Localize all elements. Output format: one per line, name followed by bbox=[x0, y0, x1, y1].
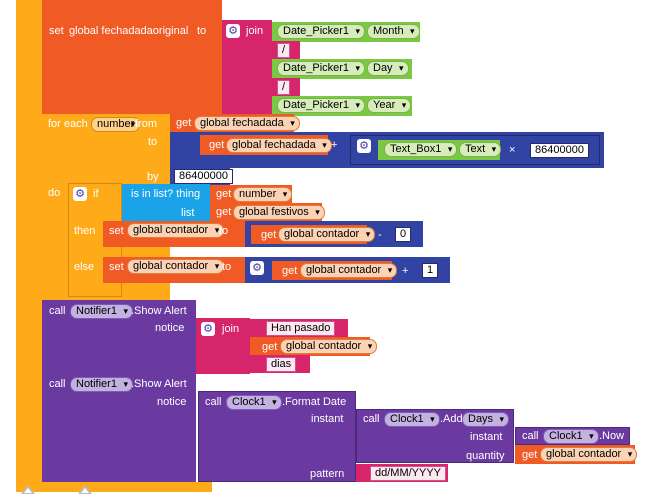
set-keyword: set bbox=[109, 225, 124, 237]
variable-dropdown[interactable]: number bbox=[233, 187, 293, 202]
else-keyword: else bbox=[74, 261, 95, 273]
variable-dropdown[interactable]: global contador bbox=[127, 223, 225, 238]
gear-icon[interactable]: ⚙ bbox=[250, 261, 264, 275]
method-name: .Show Alert bbox=[131, 305, 187, 317]
gear-icon[interactable]: ⚙ bbox=[226, 24, 240, 38]
loop-variable-field[interactable]: number bbox=[91, 117, 141, 132]
number-field[interactable]: 1 bbox=[422, 263, 439, 278]
variable-dropdown[interactable]: global fechadada bbox=[226, 138, 332, 153]
component-dropdown[interactable]: Date_Picker1 bbox=[277, 98, 366, 113]
component-dropdown[interactable]: Clock1 bbox=[384, 412, 440, 427]
collapse-marker-icon[interactable] bbox=[21, 485, 35, 494]
component-dropdown[interactable]: Clock1 bbox=[226, 395, 282, 410]
number-field[interactable]: 0 bbox=[395, 227, 412, 242]
notifier-show-alert-block-2[interactable] bbox=[42, 374, 196, 482]
notice-keyword: notice bbox=[157, 396, 187, 408]
plus-operator: + bbox=[402, 265, 409, 277]
variable-dropdown[interactable]: global contador bbox=[278, 227, 376, 242]
join-keyword: join bbox=[246, 25, 264, 37]
by-keyword: by bbox=[147, 171, 159, 183]
variable-dropdown[interactable]: global contador bbox=[127, 259, 225, 274]
property-dropdown[interactable]: Text bbox=[459, 142, 502, 157]
outer-procedure-frame[interactable] bbox=[16, 0, 42, 492]
instant-keyword: instant bbox=[311, 413, 344, 425]
from-keyword: from bbox=[135, 118, 157, 130]
component-dropdown[interactable]: Date_Picker1 bbox=[277, 61, 366, 76]
method-name: .Show Alert bbox=[131, 378, 187, 390]
get-keyword: get bbox=[209, 139, 225, 151]
if-keyword: if bbox=[93, 188, 99, 200]
string-literal[interactable]: / bbox=[277, 80, 291, 95]
call-keyword: call bbox=[49, 378, 66, 390]
variable-dropdown[interactable]: global fechadada bbox=[194, 116, 300, 131]
gear-icon[interactable]: ⚙ bbox=[201, 322, 215, 336]
unit-dropdown[interactable]: Days bbox=[462, 412, 510, 427]
for-each-keyword: for each bbox=[48, 118, 88, 130]
call-keyword: call bbox=[522, 430, 539, 442]
variable-dropdown[interactable]: global festivos bbox=[233, 205, 325, 220]
set-keyword: set bbox=[109, 261, 124, 273]
gear-icon[interactable]: ⚙ bbox=[357, 139, 371, 153]
get-keyword: get bbox=[262, 341, 278, 353]
set-keyword: set bbox=[49, 25, 64, 37]
to-keyword: to bbox=[222, 261, 232, 273]
get-keyword: get bbox=[282, 265, 298, 277]
component-dropdown[interactable]: Text_Box1 bbox=[384, 142, 458, 157]
set-global-block[interactable] bbox=[42, 0, 222, 114]
to-keyword: to bbox=[219, 225, 229, 237]
string-literal[interactable]: Han pasado bbox=[266, 321, 336, 336]
then-keyword: then bbox=[74, 225, 96, 237]
minus-operator: - bbox=[378, 229, 382, 241]
get-keyword: get bbox=[522, 449, 538, 461]
pattern-keyword: pattern bbox=[310, 468, 345, 480]
property-dropdown[interactable]: Day bbox=[367, 61, 409, 76]
get-keyword: get bbox=[216, 188, 232, 200]
join-keyword: join bbox=[222, 323, 240, 335]
list-keyword: list bbox=[181, 207, 195, 219]
variable-dropdown[interactable]: global contador bbox=[300, 263, 398, 278]
instant-keyword: instant bbox=[470, 431, 503, 443]
property-dropdown[interactable]: Year bbox=[367, 98, 412, 113]
call-keyword: call bbox=[49, 305, 66, 317]
gear-icon[interactable]: ⚙ bbox=[73, 187, 87, 201]
component-dropdown[interactable]: Notifier1 bbox=[70, 304, 133, 319]
component-dropdown[interactable]: Date_Picker1 bbox=[277, 24, 366, 39]
collapse-marker-icon[interactable] bbox=[78, 485, 92, 494]
method-name: .Format Date bbox=[282, 396, 347, 408]
get-keyword: get bbox=[176, 117, 192, 129]
number-field[interactable]: 86400000 bbox=[174, 169, 233, 184]
method-name: .Now bbox=[599, 430, 625, 442]
notice-keyword: notice bbox=[155, 322, 185, 334]
plus-operator: + bbox=[331, 139, 338, 151]
do-keyword: do bbox=[48, 187, 61, 199]
set-variable-name[interactable]: global fechadadaoriginal bbox=[69, 25, 189, 37]
get-keyword: get bbox=[216, 206, 232, 218]
to-keyword: to bbox=[148, 136, 158, 148]
string-literal[interactable]: dd/MM/YYYY bbox=[370, 466, 447, 481]
string-literal[interactable]: / bbox=[277, 43, 291, 58]
variable-dropdown[interactable]: global contador bbox=[280, 339, 378, 354]
outer-procedure-bottom bbox=[16, 482, 212, 492]
times-operator: × bbox=[509, 144, 516, 156]
is-in-list-block[interactable] bbox=[122, 184, 210, 221]
get-keyword: get bbox=[261, 229, 277, 241]
component-dropdown[interactable]: Clock1 bbox=[543, 429, 599, 444]
is-in-list-keyword: is in list? thing bbox=[131, 188, 201, 200]
property-dropdown[interactable]: Month bbox=[367, 24, 420, 39]
call-keyword: call bbox=[363, 413, 380, 425]
string-literal[interactable]: dias bbox=[266, 357, 297, 372]
call-keyword: call bbox=[205, 396, 222, 408]
method-name: .Add bbox=[440, 413, 463, 425]
component-dropdown[interactable]: Notifier1 bbox=[70, 377, 133, 392]
number-field[interactable]: 86400000 bbox=[530, 143, 589, 158]
variable-dropdown[interactable]: global contador bbox=[540, 447, 638, 462]
quantity-keyword: quantity bbox=[466, 450, 505, 462]
to-keyword: to bbox=[197, 25, 207, 37]
